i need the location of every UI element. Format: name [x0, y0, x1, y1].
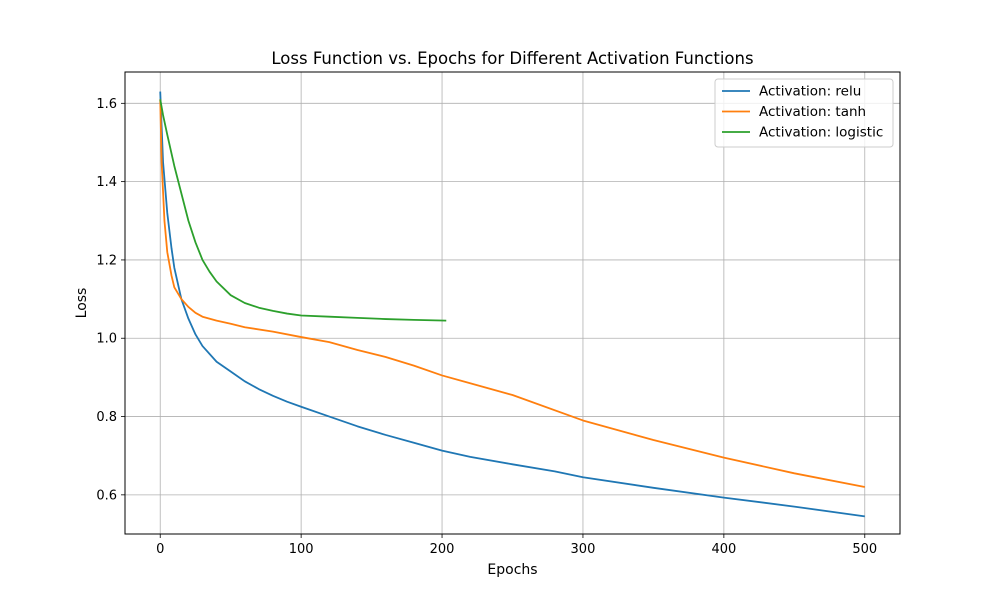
x-axis-label: Epochs — [487, 562, 537, 578]
y-axis-ticks: 0.6 0.8 1.0 1.2 1.4 1.6 — [96, 97, 125, 503]
plot-area-frame — [124, 71, 901, 535]
legend-label: Activation: logistic — [759, 125, 883, 141]
x-tick-label: 400 — [711, 542, 736, 557]
legend-box — [714, 78, 894, 148]
y-tick-label: 1.0 — [96, 332, 117, 347]
series-lines — [159, 91, 865, 518]
x-tick-label: 100 — [289, 542, 314, 557]
x-tick-label: 300 — [571, 542, 596, 557]
y-tick-label: 1.4 — [96, 175, 117, 190]
y-tick-label: 1.6 — [96, 97, 117, 112]
series-line-2 — [159, 99, 865, 488]
y-axis-label: Loss — [74, 288, 90, 319]
legend-label: Activation: tanh — [759, 104, 866, 120]
x-axis-ticks: 0 100 200 300 400 500 — [156, 534, 877, 557]
x-tick-label: 200 — [430, 542, 455, 557]
grid-lines — [125, 72, 900, 534]
y-tick-label: 0.6 — [96, 488, 117, 503]
legend: Activation: relu Activation: tanh Activati… — [714, 78, 894, 148]
x-tick-label: 0 — [156, 542, 164, 557]
chart-title: Loss Function vs. Epochs for Different A… — [271, 49, 753, 68]
x-tick-label: 500 — [852, 542, 877, 557]
series-line-1 — [159, 91, 865, 518]
series-line-3 — [159, 99, 447, 322]
legend-label: Activation: relu — [759, 84, 861, 100]
y-tick-label: 1.2 — [96, 253, 117, 268]
y-tick-label: 0.8 — [96, 410, 117, 425]
